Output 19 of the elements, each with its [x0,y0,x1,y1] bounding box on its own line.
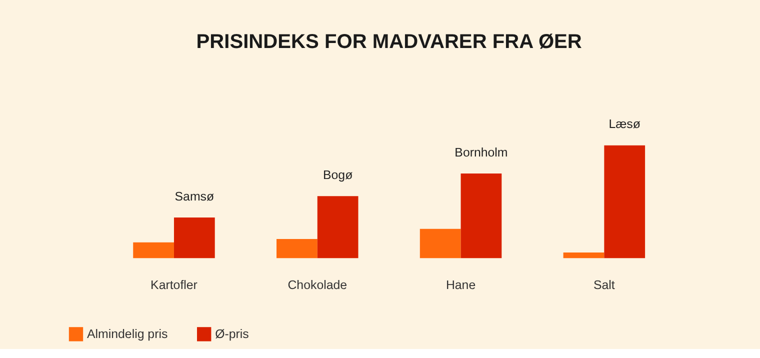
bar [317,196,358,258]
bar [460,174,502,258]
bar [604,145,646,258]
annotation: Læsø [608,117,641,132]
x-tick-label: Hane [446,278,476,292]
x-tick-label: Salt [593,278,616,292]
bar [174,218,215,258]
bar [563,252,604,258]
x-tick-label: Chokolade [288,278,348,292]
chart-title: PRISINDEKS FOR MADVARER FRA ØER [196,30,582,53]
annotation: Bogø [322,168,354,182]
bar [420,228,461,258]
annotation: Bornholm [454,145,508,160]
bar [133,242,174,258]
legend-label: Ø-pris [215,327,249,342]
bar [276,238,318,258]
legend-label: Almindelig pris [86,327,168,342]
annotation: Samsø [174,189,214,204]
x-tick-label: Kartofler [150,278,198,292]
